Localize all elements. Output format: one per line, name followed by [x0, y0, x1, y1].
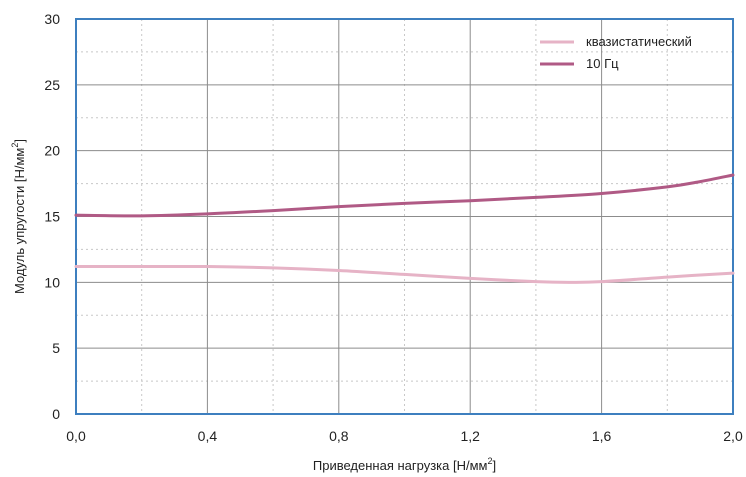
legend: квазистатический 10 Гц	[540, 34, 692, 71]
x-tick-label: 1,6	[592, 428, 612, 444]
series-line-2	[74, 173, 735, 218]
y-tick-label: 15	[44, 209, 60, 225]
y-tick-label: 20	[44, 143, 60, 159]
x-axis-label: Приведенная нагрузка [Н/мм2]	[313, 456, 496, 473]
x-tick-label: 0,4	[198, 428, 218, 444]
legend-label: 10 Гц	[586, 56, 619, 71]
series-layer	[74, 173, 735, 284]
y-tick-label: 10	[44, 274, 60, 290]
y-tick-label: 0	[52, 406, 60, 422]
x-tick-label: 2,0	[723, 428, 743, 444]
x-tick-label: 0,8	[329, 428, 349, 444]
series-line-1	[74, 264, 735, 284]
y-tick-label: 5	[52, 340, 60, 356]
tick-labels: 0,0 0,4 0,8 1,2 1,6 2,0 0 5 10 15 20 25 30	[44, 11, 743, 444]
x-tick-label: 1,2	[460, 428, 480, 444]
y-tick-label: 25	[44, 77, 60, 93]
y-axis-label: Модуль упругости [Н/мм2]	[10, 139, 27, 294]
y-tick-label: 30	[44, 11, 60, 27]
x-tick-label: 0,0	[66, 428, 86, 444]
legend-label: квазистатический	[586, 34, 692, 49]
